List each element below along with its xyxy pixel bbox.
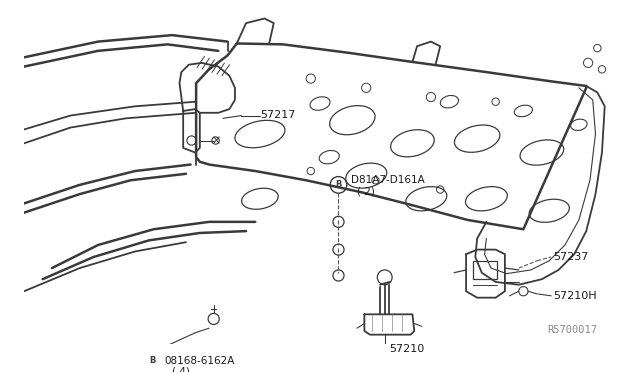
Bar [474, 261, 497, 279]
Text: 57217: 57217 [260, 110, 295, 120]
Text: B: B [150, 356, 156, 365]
Text: 57237: 57237 [553, 252, 588, 262]
Text: R5700017: R5700017 [547, 325, 597, 335]
Text: 57210: 57210 [389, 344, 424, 355]
Text: B: B [335, 180, 342, 189]
Text: 08168-6162A: 08168-6162A [164, 356, 235, 366]
Text: ( 2): ( 2) [357, 186, 375, 196]
Text: 57210H: 57210H [553, 291, 596, 301]
Text: D81A7-D161A: D81A7-D161A [351, 175, 424, 185]
Text: ( 4): ( 4) [172, 367, 190, 372]
